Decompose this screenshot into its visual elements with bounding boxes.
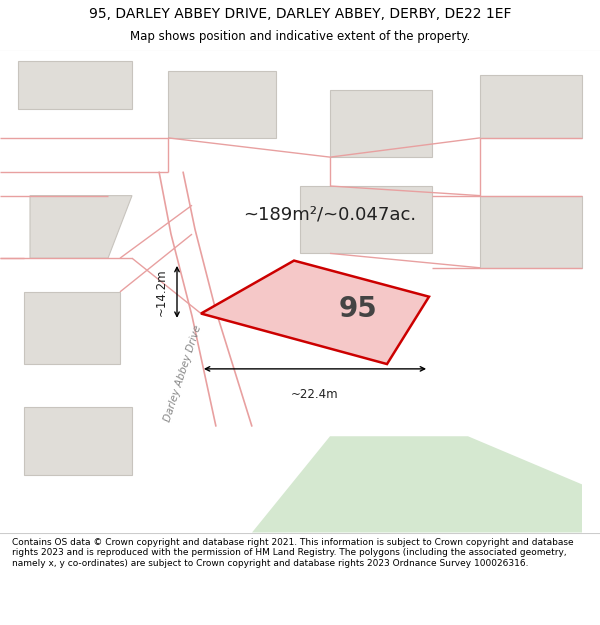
Text: ~14.2m: ~14.2m bbox=[155, 268, 168, 316]
Text: ~22.4m: ~22.4m bbox=[291, 388, 339, 401]
Polygon shape bbox=[252, 436, 582, 532]
Text: ~189m²/~0.047ac.: ~189m²/~0.047ac. bbox=[244, 206, 416, 224]
Polygon shape bbox=[24, 408, 132, 475]
Polygon shape bbox=[24, 292, 120, 364]
Text: Map shows position and indicative extent of the property.: Map shows position and indicative extent… bbox=[130, 31, 470, 43]
Polygon shape bbox=[300, 186, 432, 253]
Polygon shape bbox=[480, 75, 582, 138]
Text: Darley Abbey Drive: Darley Abbey Drive bbox=[163, 324, 203, 423]
Polygon shape bbox=[30, 196, 132, 258]
Polygon shape bbox=[18, 61, 132, 109]
Polygon shape bbox=[201, 261, 429, 364]
Text: 95: 95 bbox=[338, 295, 377, 322]
Polygon shape bbox=[480, 196, 582, 268]
Text: 95, DARLEY ABBEY DRIVE, DARLEY ABBEY, DERBY, DE22 1EF: 95, DARLEY ABBEY DRIVE, DARLEY ABBEY, DE… bbox=[89, 8, 511, 21]
Text: Contains OS data © Crown copyright and database right 2021. This information is : Contains OS data © Crown copyright and d… bbox=[12, 538, 574, 568]
Polygon shape bbox=[168, 71, 276, 138]
Polygon shape bbox=[330, 90, 432, 157]
